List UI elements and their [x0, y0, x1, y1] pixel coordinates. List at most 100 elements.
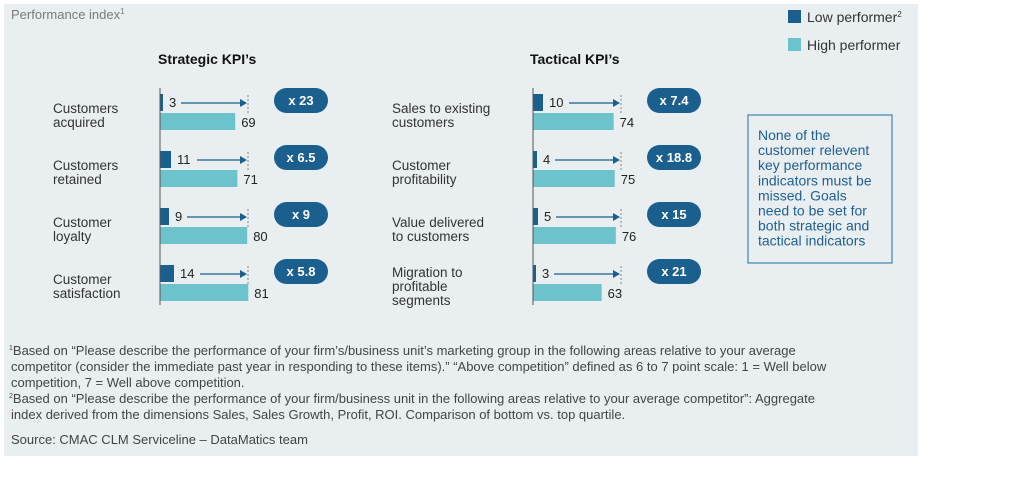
category-label: profitable	[392, 279, 448, 294]
bar-high	[533, 170, 615, 187]
bar-low	[533, 94, 543, 111]
multiplier-badge	[274, 202, 328, 227]
source-note: Source: CMAC CLM Serviceline – DataMatic…	[11, 432, 308, 447]
arrow-head	[613, 270, 620, 278]
note-text: missed. Goals	[758, 187, 847, 203]
arrow-head	[613, 99, 620, 107]
legend-label-high: High performer	[807, 37, 901, 53]
value-label-high: 76	[622, 229, 636, 244]
value-label-high: 75	[621, 172, 635, 187]
note-text: key performance	[758, 157, 862, 173]
bar-high	[160, 113, 236, 130]
multiplier-badge	[647, 202, 701, 227]
arrow-head	[240, 99, 247, 107]
note-text: indicators must be	[758, 172, 872, 188]
footnote: competitor (consider the immediate past …	[11, 359, 827, 374]
multiplier-label: x 15	[661, 207, 686, 222]
category-label: segments	[392, 293, 451, 308]
category-label: acquired	[53, 115, 105, 130]
multiplier-badge	[274, 88, 328, 113]
bar-high	[160, 284, 249, 301]
chart-header: Performance index1	[11, 7, 125, 22]
value-label-low: 3	[169, 95, 176, 110]
panel-title: Tactical KPI’s	[530, 51, 620, 67]
legend-swatch-low	[788, 10, 801, 23]
bar-high	[160, 227, 248, 244]
multiplier-label: x 6.5	[287, 150, 316, 165]
multiplier-label: x 5.8	[287, 264, 316, 279]
value-label-high: 71	[243, 172, 257, 187]
bar-low	[160, 94, 163, 111]
category-label: customers	[392, 115, 455, 130]
bar-high	[160, 170, 238, 187]
category-label: Migration to	[392, 265, 463, 280]
value-label-low: 10	[549, 95, 563, 110]
note-text: need to be set for	[758, 203, 867, 219]
note-box	[747, 114, 893, 264]
bar-high	[533, 227, 616, 244]
category-label: Customers	[53, 158, 119, 173]
arrow-head	[613, 156, 620, 164]
category-label: to customers	[392, 229, 470, 244]
multiplier-badge	[274, 259, 328, 284]
footnote: 2Based on “Please describe the performan…	[9, 391, 815, 406]
category-label: Customer	[392, 158, 451, 173]
note-text: None of the	[758, 127, 831, 143]
bar-low	[160, 208, 169, 225]
bar-high	[533, 113, 614, 130]
multiplier-badge	[647, 259, 701, 284]
category-label: loyalty	[53, 229, 92, 244]
value-label-high: 81	[254, 286, 268, 301]
legend-swatch-high	[788, 38, 801, 51]
note-text: both strategic and	[758, 218, 869, 234]
category-label: retained	[53, 172, 102, 187]
multiplier-label: x 23	[288, 93, 313, 108]
arrow-head	[240, 213, 247, 221]
category-label: Value delivered	[392, 215, 484, 230]
value-label-low: 14	[180, 266, 194, 281]
note-text: customer relevent	[758, 142, 869, 158]
footnote: 1Based on “Please describe the performan…	[9, 343, 796, 358]
multiplier-badge	[647, 145, 701, 170]
category-label: Customer	[53, 215, 112, 230]
multiplier-label: x 21	[661, 264, 686, 279]
value-label-low: 4	[543, 152, 550, 167]
multiplier-label: x 7.4	[660, 93, 690, 108]
note-text: tactical indicators	[758, 233, 865, 249]
category-label: Sales to existing	[392, 101, 490, 116]
category-label: satisfaction	[53, 286, 121, 301]
panel-title: Strategic KPI’s	[158, 51, 257, 67]
kpi-panel-tactical: Tactical KPI’s Sales to existingcustomers…	[392, 51, 701, 308]
bar-low	[160, 151, 171, 168]
value-label-high: 63	[608, 286, 622, 301]
value-label-low: 9	[175, 209, 182, 224]
bar-low	[533, 208, 538, 225]
footnote: index derived from the dimensions Sales,…	[11, 407, 625, 422]
bar-high	[533, 284, 602, 301]
arrow-head	[240, 156, 247, 164]
category-label: Customers	[53, 101, 119, 116]
value-label-high: 80	[253, 229, 267, 244]
bar-low	[533, 265, 536, 282]
multiplier-badge	[647, 88, 701, 113]
multiplier-label: x 18.8	[656, 150, 692, 165]
category-label: profitability	[392, 172, 457, 187]
value-label-low: 5	[544, 209, 551, 224]
value-label-high: 69	[241, 115, 255, 130]
value-label-low: 3	[542, 266, 549, 281]
category-label: Customer	[53, 272, 112, 287]
arrow-head	[613, 213, 620, 221]
multiplier-badge	[274, 145, 328, 170]
arrow-head	[240, 270, 247, 278]
footnote: competition, 7 = Well above competition.	[11, 375, 245, 390]
chart-panel	[4, 4, 918, 456]
